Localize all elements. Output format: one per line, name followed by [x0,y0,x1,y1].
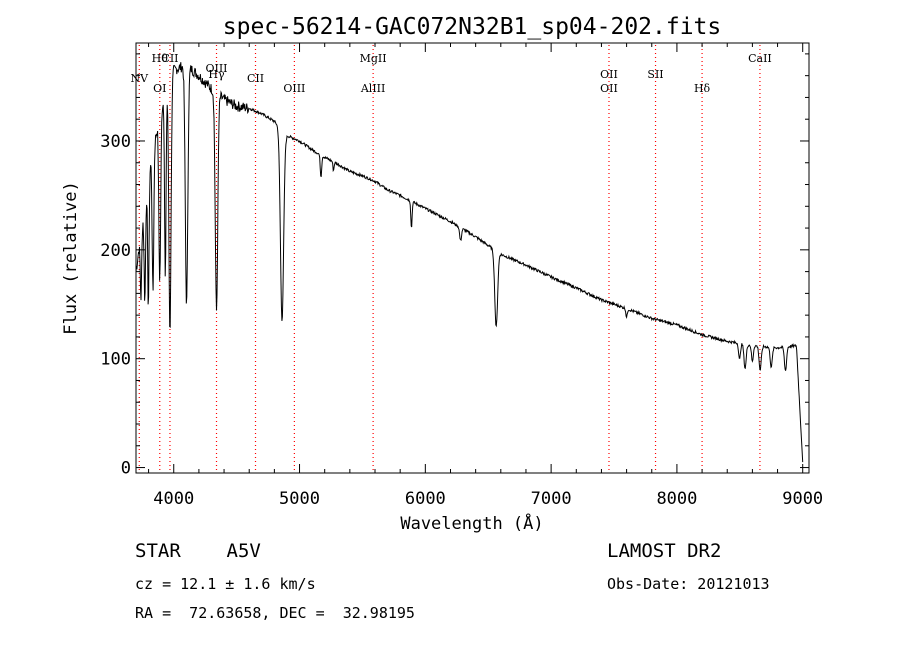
line-label: CII [161,52,178,65]
chart-title: spec-56214-GAC072N32B1_sp04-202.fits [223,14,722,40]
line-label: OII [600,82,618,95]
line-label: OII [600,68,618,81]
y-tick-label: 300 [100,132,131,152]
line-label: OI [153,82,166,95]
redshift-value: cz = 12.1 ± 1.6 km/s [135,575,316,593]
x-axis: 4000 5000 6000 7000 8000 9000 [148,43,823,509]
line-label: MgII [360,52,387,65]
line-label: Hγ [208,68,225,81]
plot-frame [135,42,810,474]
y-tick-label: 0 [121,459,131,479]
line-label: Hδ [694,82,711,95]
observation-date: Obs-Date: 20121013 [607,575,770,593]
line-label: CII [247,72,264,85]
star-type: STAR A5V [135,540,261,562]
line-label: OIII [205,62,227,75]
x-tick-label: 6000 [405,489,446,509]
x-tick-label: 4000 [153,489,194,509]
y-tick-label: 100 [100,350,131,370]
spectrum-line [135,62,804,463]
y-axis-label: Flux (relative) [61,181,81,335]
line-label: SII [647,68,663,81]
y-tick-label: 200 [100,241,131,261]
x-tick-label: 5000 [279,489,320,509]
y-axis: 0 100 200 300 [100,53,809,479]
line-label: OIII [283,82,305,95]
line-label: Hθ [152,52,169,65]
survey-name: LAMOST DR2 [607,540,722,562]
line-label: NV [130,72,149,85]
x-tick-label: 8000 [656,489,697,509]
x-tick-label: 9000 [782,489,823,509]
line-label: CaII [748,52,772,65]
coordinates: RA = 72.63658, DEC = 32.98195 [135,604,415,622]
x-axis-label: Wavelength (Å) [400,512,543,534]
x-tick-label: 7000 [531,489,572,509]
line-label: AlIII [360,82,386,95]
